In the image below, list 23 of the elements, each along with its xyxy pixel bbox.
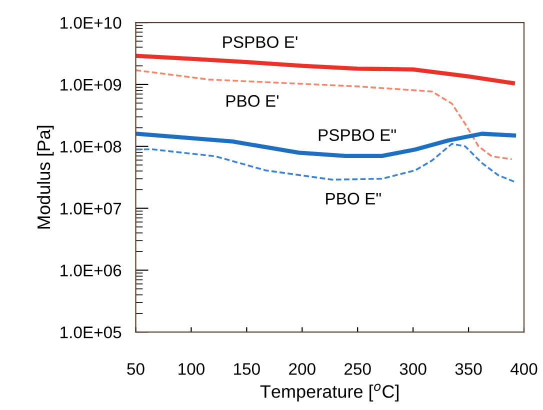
- series-label: PBO E': [226, 95, 278, 107]
- series-label: PSPBO E": [318, 129, 396, 141]
- x-axis-title: Temperature [$^{o}$C]: [260, 384, 398, 402]
- y-axis-title: Modulus [Pa]: [36, 126, 54, 229]
- y-tick-label: 1.0E+10: [60, 16, 122, 29]
- y-tick-label: 1.0E+08: [60, 140, 122, 153]
- y-tick-label: 1.0E+05: [60, 326, 122, 338]
- y-tick-label: 1.0E+06: [60, 264, 122, 276]
- series-label: PSPBO E': [223, 36, 298, 48]
- x-tick-label: 300: [400, 363, 426, 375]
- x-tick-label: 350: [455, 363, 482, 375]
- x-tick-label: 200: [289, 363, 316, 375]
- x-tick-label: 100: [178, 363, 204, 375]
- series-label: PBO E": [326, 192, 381, 205]
- line-series: [136, 69, 513, 160]
- line-series: [136, 54, 515, 86]
- x-tick-label: 50: [127, 363, 144, 375]
- x-tick-label: 150: [234, 363, 260, 375]
- y-tick-label: 1.0E+07: [60, 202, 122, 214]
- x-tick-label: 250: [344, 363, 371, 375]
- line-series: [136, 142, 515, 182]
- x-tick-label: 400: [510, 363, 538, 375]
- y-tick-label: 1.0E+09: [60, 78, 122, 91]
